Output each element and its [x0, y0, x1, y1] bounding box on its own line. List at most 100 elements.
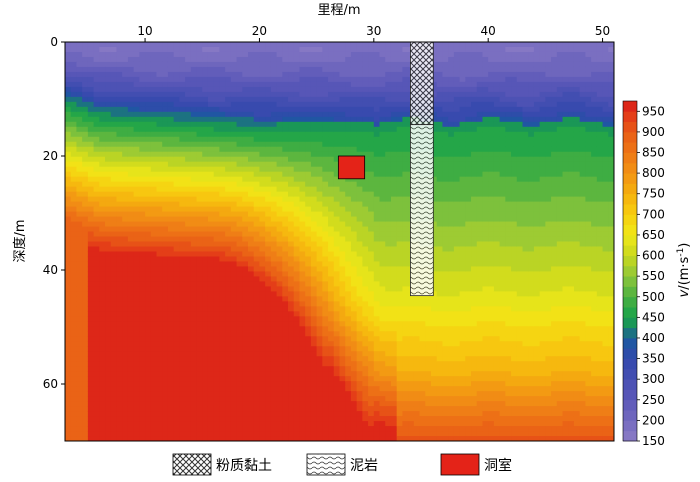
velocity-cell	[373, 336, 381, 342]
velocity-cell	[385, 191, 392, 198]
velocity-cell	[345, 401, 352, 407]
velocity-cell	[70, 391, 78, 397]
velocity-cell	[82, 356, 89, 362]
velocity-cell	[305, 436, 312, 441]
velocity-cell	[270, 216, 278, 223]
velocity-cell	[293, 71, 301, 78]
velocity-cell	[127, 221, 135, 228]
velocity-cell	[179, 326, 186, 332]
velocity-cell	[373, 176, 381, 183]
velocity-cell	[105, 396, 112, 402]
velocity-cell	[230, 291, 238, 297]
velocity-cell	[179, 161, 186, 168]
velocity-cell	[322, 66, 329, 73]
velocity-cell	[339, 266, 346, 273]
velocity-cell	[282, 141, 289, 148]
velocity-cell	[299, 76, 306, 83]
velocity-cell	[396, 351, 404, 357]
velocity-cell	[316, 276, 323, 282]
velocity-cell	[156, 101, 163, 108]
velocity-cell	[179, 42, 186, 48]
velocity-cell	[162, 141, 169, 148]
velocity-cell	[230, 221, 238, 228]
velocity-cell	[299, 326, 306, 332]
velocity-cell	[362, 311, 369, 317]
velocity-cell	[219, 141, 226, 148]
velocity-cell	[139, 166, 146, 173]
velocity-cell	[225, 361, 232, 367]
velocity-cell	[173, 81, 180, 88]
velocity-cell	[362, 396, 369, 402]
velocity-cell	[116, 51, 123, 58]
velocity-cell	[99, 116, 106, 123]
velocity-cell	[110, 266, 118, 273]
velocity-cell	[259, 376, 266, 382]
velocity-cell	[310, 241, 318, 248]
velocity-cell	[133, 141, 140, 148]
velocity-cell	[185, 171, 192, 178]
velocity-cell	[93, 76, 100, 83]
velocity-cell	[93, 151, 100, 158]
velocity-cell	[202, 316, 209, 322]
velocity-cell	[310, 401, 318, 407]
velocity-cell	[282, 276, 289, 282]
velocity-cell	[110, 226, 118, 233]
velocity-cell	[82, 176, 89, 183]
velocity-cell	[93, 171, 100, 178]
velocity-cell	[236, 351, 243, 357]
velocity-cell	[390, 431, 398, 437]
velocity-cell	[207, 381, 215, 387]
velocity-cell	[293, 66, 301, 73]
velocity-cell	[305, 391, 312, 397]
velocity-cell	[116, 351, 123, 357]
velocity-cell	[253, 386, 261, 392]
velocity-cell	[82, 276, 89, 282]
velocity-cell	[213, 426, 221, 432]
velocity-cell	[259, 286, 266, 292]
velocity-cell	[253, 61, 261, 68]
velocity-cell	[316, 221, 323, 228]
velocity-cell	[248, 176, 255, 183]
velocity-cell	[276, 126, 283, 133]
velocity-cell	[225, 156, 232, 163]
velocity-cell	[190, 336, 198, 342]
velocity-cell	[305, 246, 312, 253]
velocity-cell	[139, 366, 146, 372]
velocity-cell	[288, 151, 295, 158]
velocity-cell	[333, 331, 341, 337]
velocity-cell	[202, 126, 209, 133]
velocity-cell	[265, 161, 272, 168]
velocity-cell	[259, 221, 266, 228]
velocity-cell	[390, 326, 398, 332]
velocity-cell	[328, 406, 335, 412]
velocity-cell	[202, 91, 209, 98]
velocity-cell	[110, 251, 118, 258]
velocity-cell	[282, 396, 289, 402]
velocity-cell	[322, 101, 329, 108]
velocity-cell	[333, 406, 341, 412]
velocity-cell	[196, 171, 203, 178]
velocity-cell	[276, 321, 283, 327]
velocity-cell	[276, 341, 283, 347]
velocity-cell	[345, 326, 352, 332]
velocity-cell	[362, 411, 369, 417]
velocity-cell	[379, 141, 386, 148]
velocity-cell	[156, 326, 163, 332]
velocity-cell	[150, 196, 158, 203]
velocity-cell	[299, 206, 306, 213]
velocity-cell	[156, 221, 163, 228]
velocity-cell	[396, 171, 404, 178]
velocity-cell	[156, 311, 163, 317]
velocity-cell	[345, 131, 352, 138]
velocity-cell	[167, 411, 175, 417]
velocity-cell	[82, 436, 89, 441]
velocity-cell	[310, 196, 318, 203]
velocity-cell	[116, 131, 123, 138]
velocity-cell	[196, 241, 203, 248]
velocity-cell	[299, 346, 306, 352]
velocity-cell	[207, 311, 215, 317]
velocity-cell	[396, 256, 404, 263]
velocity-cell	[385, 306, 392, 312]
velocity-cell	[190, 181, 198, 188]
velocity-cell	[213, 101, 221, 108]
